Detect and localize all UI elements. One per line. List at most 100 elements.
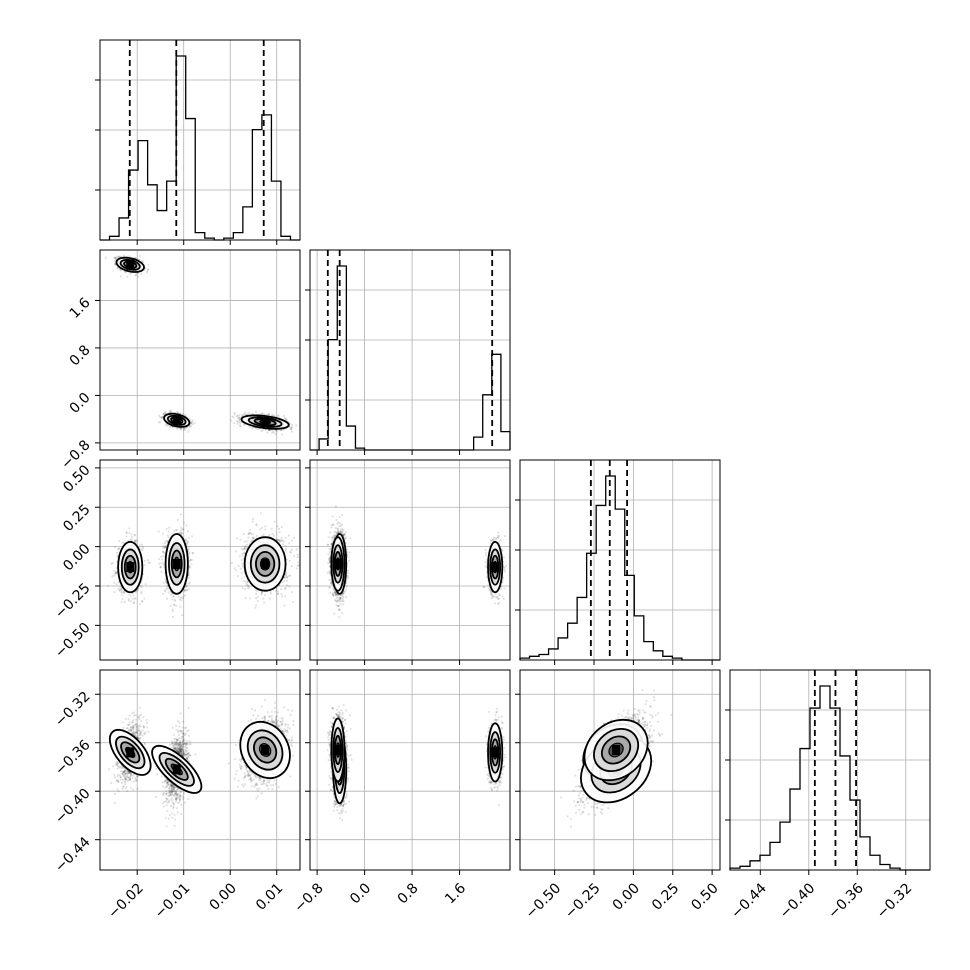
scatter-point bbox=[141, 600, 144, 603]
scatter-point bbox=[164, 545, 167, 548]
scatter-point bbox=[282, 428, 285, 431]
scatter-point bbox=[179, 412, 182, 415]
scatter-point bbox=[146, 271, 149, 274]
scatter-point bbox=[175, 604, 178, 607]
scatter-point bbox=[261, 429, 264, 432]
scatter-point bbox=[267, 413, 270, 416]
scatter-point bbox=[188, 426, 191, 429]
scatter-point bbox=[242, 413, 244, 416]
scatter-point bbox=[236, 421, 239, 423]
scatter-point bbox=[147, 268, 150, 271]
scatter-point bbox=[147, 561, 150, 564]
scatter-point bbox=[146, 270, 148, 273]
scatter-point bbox=[163, 412, 165, 415]
scatter-point bbox=[134, 540, 136, 542]
density-peak bbox=[172, 415, 181, 426]
scatter-point bbox=[290, 430, 293, 433]
density-peak bbox=[126, 259, 135, 270]
scatter-point bbox=[248, 412, 251, 414]
scatter-point bbox=[117, 555, 119, 558]
scatter-point bbox=[170, 590, 172, 593]
scatter-point bbox=[250, 413, 253, 416]
scatter-point bbox=[173, 529, 176, 532]
scatter-point bbox=[273, 431, 275, 434]
scatter-point bbox=[138, 603, 141, 606]
scatter-point bbox=[238, 417, 241, 420]
scatter-point bbox=[290, 427, 293, 429]
scatter-point bbox=[128, 598, 130, 601]
scatter-point bbox=[136, 589, 138, 592]
scatter-point bbox=[144, 267, 146, 269]
scatter-points bbox=[104, 254, 298, 436]
scatter-point bbox=[115, 258, 117, 261]
scatter-point bbox=[118, 547, 120, 550]
scatter-point bbox=[121, 541, 124, 544]
scatter-point bbox=[119, 268, 122, 271]
scatter-point bbox=[115, 567, 118, 569]
scatter-point bbox=[143, 560, 146, 562]
scatter-point bbox=[138, 544, 141, 547]
scatter-point bbox=[187, 541, 189, 544]
scatter-point bbox=[114, 263, 117, 265]
scatter-point bbox=[169, 593, 172, 596]
scatter-point bbox=[271, 431, 273, 434]
scatter-point bbox=[130, 600, 132, 603]
scatter-point bbox=[274, 429, 277, 431]
scatter-point bbox=[244, 411, 247, 414]
scatter-point bbox=[171, 425, 174, 428]
scatter-point bbox=[121, 598, 124, 600]
scatter-point bbox=[180, 599, 183, 602]
scatter-point bbox=[118, 268, 121, 271]
scatter-point bbox=[246, 413, 249, 416]
scatter-point bbox=[114, 257, 117, 259]
scatter-point bbox=[177, 426, 180, 429]
scatter-point bbox=[239, 417, 242, 420]
scatter-point bbox=[162, 416, 165, 419]
scatter-point bbox=[271, 413, 274, 416]
scatter-point bbox=[268, 429, 271, 432]
scatter-point bbox=[164, 411, 167, 414]
scatter-point bbox=[238, 414, 241, 417]
scatter-point bbox=[184, 413, 187, 416]
scatter-point bbox=[111, 562, 114, 564]
scatter-point bbox=[186, 541, 189, 544]
scatter-point bbox=[283, 416, 286, 419]
scatter-point bbox=[169, 411, 172, 414]
scatter-point bbox=[123, 591, 126, 594]
scatter-point bbox=[119, 255, 122, 258]
scatter-point bbox=[118, 547, 121, 550]
scatter-point bbox=[124, 270, 127, 273]
scatter-point bbox=[118, 589, 121, 591]
scatter-point bbox=[230, 419, 232, 422]
scatter-point bbox=[165, 528, 168, 531]
scatter-point bbox=[121, 594, 124, 597]
scatter-point bbox=[185, 426, 188, 429]
scatter-point bbox=[261, 412, 264, 415]
scatter-point bbox=[278, 416, 280, 419]
scatter-point bbox=[285, 418, 288, 420]
scatter-point bbox=[233, 412, 236, 415]
scatter-point bbox=[114, 572, 116, 575]
scatter-point bbox=[131, 536, 134, 539]
panel-frame bbox=[99, 249, 301, 451]
y-tick-label: 0.0 bbox=[67, 390, 94, 417]
scatter-point bbox=[289, 426, 292, 429]
scatter-point bbox=[187, 548, 190, 550]
scatter-point bbox=[285, 419, 288, 421]
scatter-point bbox=[185, 524, 188, 527]
scatter-point bbox=[134, 257, 137, 260]
scatter-point bbox=[138, 547, 141, 550]
scatter-point bbox=[243, 423, 245, 426]
scatter-point bbox=[137, 589, 139, 592]
scatter-point bbox=[140, 600, 143, 603]
scatter-point bbox=[179, 413, 182, 415]
scatter-point bbox=[114, 546, 116, 548]
scatter-point bbox=[180, 428, 183, 431]
scatter-point bbox=[134, 274, 137, 277]
scatter-point bbox=[166, 534, 169, 537]
scatter-point bbox=[182, 426, 185, 429]
scatter-point bbox=[128, 599, 130, 602]
scatter-point bbox=[134, 539, 137, 542]
scatter-point bbox=[141, 261, 144, 264]
scatter-point bbox=[123, 270, 126, 273]
